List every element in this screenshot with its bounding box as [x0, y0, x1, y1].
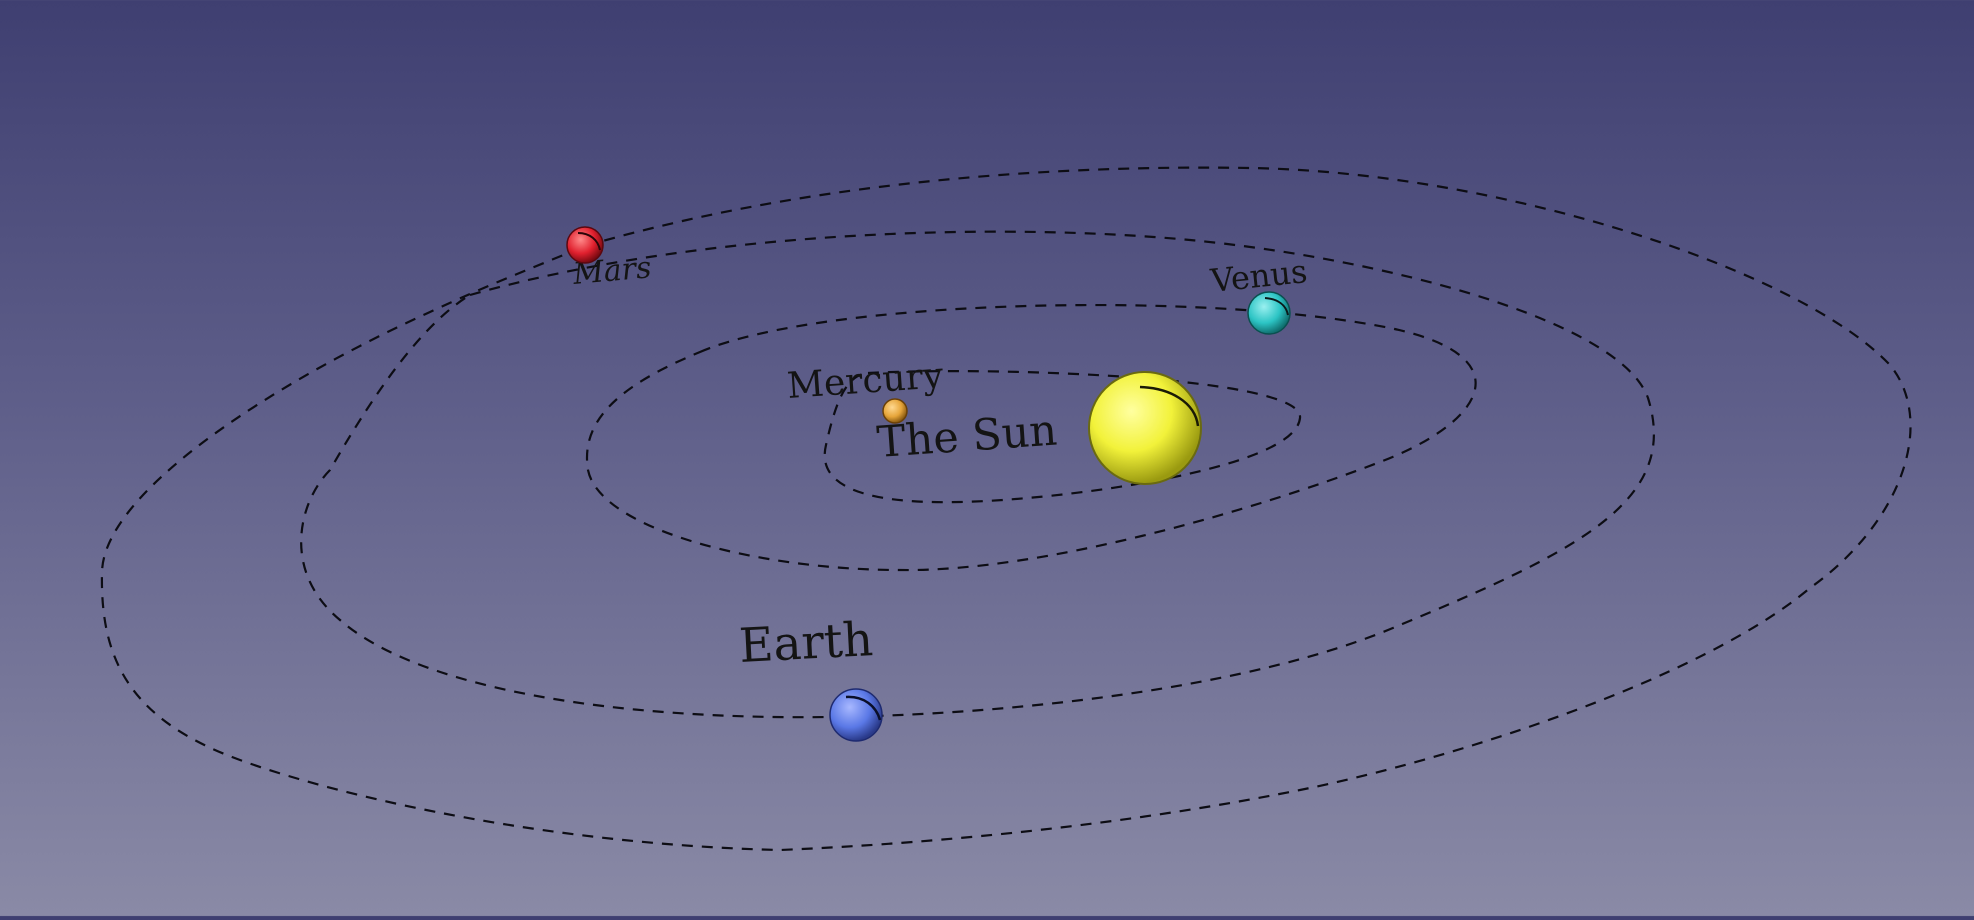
mercury-sphere[interactable] — [882, 398, 908, 424]
orbit-earth — [300, 230, 1655, 719]
sun-sphere[interactable] — [1088, 371, 1202, 485]
orbit-mercury — [823, 370, 1302, 504]
label-mercury: Mercury — [786, 355, 945, 407]
label-earth: Earth — [738, 612, 875, 674]
mars-sphere[interactable] — [566, 226, 604, 264]
venus-sphere[interactable] — [1247, 291, 1291, 335]
label-venus: Venus — [1208, 252, 1309, 300]
earth-sphere[interactable] — [829, 688, 883, 742]
orbit-mars — [100, 166, 1912, 852]
orbit-venus — [585, 303, 1477, 572]
